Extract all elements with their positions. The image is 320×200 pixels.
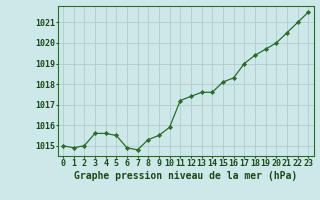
X-axis label: Graphe pression niveau de la mer (hPa): Graphe pression niveau de la mer (hPa)	[74, 171, 297, 181]
